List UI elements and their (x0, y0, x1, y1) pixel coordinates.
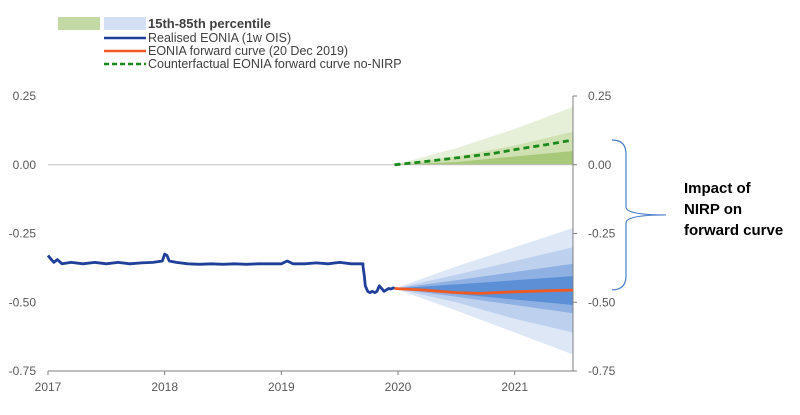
y-axis-right-ticks: 0.25 0.00 -0.25 -0.50 -0.75 (573, 89, 616, 378)
x-tick-label-2018: 2018 (151, 380, 178, 394)
percentile-bands (394, 107, 573, 355)
x-tick-label-2020: 2020 (385, 380, 412, 394)
series-forward-curve (394, 287, 574, 295)
legend: 15th-85th percentile Realised EONIA (1w … (58, 16, 402, 71)
series-realised-eonia (46, 252, 396, 295)
legend-forward-label: EONIA forward curve (20 Dec 2019) (148, 44, 348, 58)
x-axis-ticks: 2017 2018 2019 2020 2021 (35, 371, 528, 394)
legend-blue-swatch (104, 17, 146, 30)
band-green-core (394, 151, 573, 165)
band-blue-core (394, 276, 573, 305)
annotation: Impact of NIRP on forward curve (684, 180, 783, 239)
series-lines (46, 138, 574, 295)
legend-green-swatch (58, 17, 100, 30)
annotation-line-3: forward curve (684, 222, 783, 239)
y-tick-left--0.50: -0.50 (9, 295, 37, 309)
legend-band-label: 15th-85th percentile (148, 16, 271, 31)
y-tick-left-0.25: 0.25 (13, 89, 37, 103)
y-tick-right-0.25: 0.25 (588, 89, 612, 103)
x-tick-label-2021: 2021 (501, 380, 528, 394)
y-tick-left--0.25: -0.25 (9, 227, 37, 241)
legend-counterfactual-label: Counterfactual EONIA forward curve no-NI… (148, 57, 402, 71)
annotation-line-1: Impact of (684, 180, 752, 197)
x-tick-label-2017: 2017 (35, 380, 62, 394)
y-tick-right--0.25: -0.25 (588, 227, 616, 241)
y-tick-right-0.00: 0.00 (588, 158, 612, 172)
y-tick-right--0.75: -0.75 (588, 364, 616, 378)
y-tick-left--0.75: -0.75 (9, 364, 37, 378)
x-tick-label-2019: 2019 (268, 380, 295, 394)
y-axis-left-ticks: 0.25 0.00 -0.25 -0.50 -0.75 (9, 89, 37, 378)
impact-bracket (611, 139, 667, 291)
y-tick-right--0.50: -0.50 (588, 295, 616, 309)
y-tick-left-0.00: 0.00 (13, 158, 37, 172)
legend-realised-label: Realised EONIA (1w OIS) (148, 31, 291, 45)
annotation-line-2: NIRP on (684, 201, 742, 218)
